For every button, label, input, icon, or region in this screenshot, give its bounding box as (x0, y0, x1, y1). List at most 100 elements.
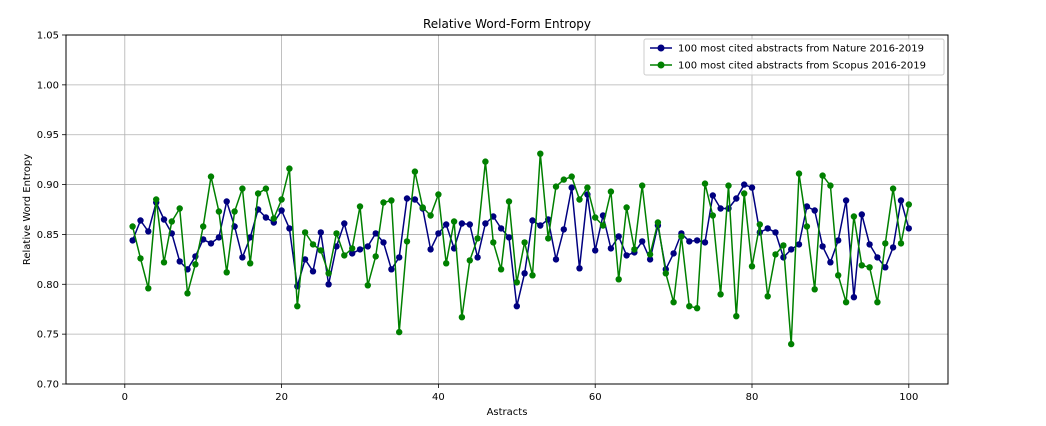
data-point-0 (160, 216, 168, 223)
data-point-1 (372, 253, 379, 260)
data-point-1 (701, 180, 709, 187)
data-point-0 (529, 217, 536, 224)
data-point-0 (223, 198, 230, 205)
data-point-1 (349, 245, 356, 252)
data-point-0 (693, 237, 701, 244)
data-point-1 (529, 272, 536, 279)
data-point-1 (803, 223, 811, 230)
legend-label-nature: 100 most cited abstracts from Nature 201… (678, 44, 924, 55)
data-point-1 (607, 188, 615, 195)
data-point-0 (505, 234, 513, 241)
data-point-0 (435, 230, 442, 237)
data-point-1 (576, 196, 583, 203)
data-point-0 (780, 254, 787, 261)
data-point-0 (145, 228, 152, 235)
data-point-1 (435, 191, 442, 198)
data-point-1 (788, 340, 795, 348)
data-point-1 (192, 261, 199, 268)
y-tick-label: 0.95 (37, 130, 59, 141)
data-point-1 (443, 260, 450, 267)
data-point-1 (795, 170, 803, 177)
data-point-1 (223, 269, 230, 276)
data-point-1 (670, 299, 677, 306)
data-point-0 (607, 245, 615, 252)
data-point-1 (709, 212, 716, 219)
data-point-1 (592, 214, 599, 221)
data-point-0 (301, 256, 309, 263)
data-point-1 (827, 182, 834, 189)
data-point-0 (278, 207, 285, 214)
series-line-1 (131, 152, 910, 345)
data-point-0 (866, 241, 873, 248)
data-point-0 (497, 225, 505, 232)
data-point-0 (364, 243, 371, 250)
data-point-0 (764, 225, 771, 232)
data-point-1 (301, 229, 309, 236)
data-point-0 (905, 225, 912, 232)
data-point-0 (247, 234, 254, 241)
data-point-0 (427, 246, 434, 253)
data-point-0 (396, 254, 403, 261)
data-point-1 (497, 266, 505, 273)
data-point-0 (349, 250, 356, 257)
chart-title: Relative Word-Form Entropy (423, 17, 591, 31)
data-point-1 (874, 299, 881, 306)
data-point-1 (662, 270, 669, 277)
data-point-1 (129, 223, 136, 230)
data-point-0 (443, 221, 450, 228)
data-point-0 (317, 229, 324, 236)
data-point-0 (490, 213, 497, 220)
data-point-0 (615, 233, 622, 240)
data-point-0 (521, 270, 528, 277)
data-point-0 (286, 225, 293, 232)
data-point-1 (396, 328, 403, 336)
data-point-0 (482, 220, 489, 227)
data-point-1 (646, 251, 654, 258)
data-point-1 (631, 246, 638, 253)
data-point-0 (897, 197, 905, 204)
data-point-0 (592, 247, 599, 254)
data-point-1 (309, 241, 317, 248)
data-point-1 (388, 197, 395, 204)
data-point-1 (835, 272, 842, 279)
data-point-1 (858, 262, 865, 269)
data-point-0 (748, 184, 756, 191)
y-tick-label: 0.85 (37, 230, 59, 241)
data-point-0 (741, 181, 748, 188)
data-point-0 (309, 268, 317, 275)
data-point-1 (137, 255, 144, 262)
x-tick-label: 100 (899, 392, 918, 403)
data-point-0 (356, 246, 364, 253)
data-point-0 (842, 197, 850, 204)
data-point-0 (819, 243, 826, 250)
data-point-0 (458, 220, 466, 227)
data-point-1 (772, 251, 779, 258)
data-point-0 (341, 220, 348, 227)
plot-frame (65, 34, 949, 385)
data-point-1 (419, 204, 426, 211)
legend-marker-scopus (657, 61, 665, 69)
data-point-1 (160, 259, 168, 266)
data-point-1 (341, 252, 348, 259)
data-point-1 (458, 314, 466, 321)
data-point-1 (153, 196, 160, 203)
data-point-1 (356, 203, 364, 210)
data-point-1 (654, 219, 662, 226)
x-tick-label: 40 (432, 392, 445, 403)
data-point-1 (215, 208, 223, 215)
data-point-0 (537, 222, 544, 229)
data-point-1 (693, 305, 701, 312)
data-point-0 (513, 303, 520, 310)
data-point-1 (254, 190, 262, 197)
x-tick-label: 80 (746, 392, 759, 403)
data-point-0 (889, 244, 897, 251)
y-tick-label: 0.75 (37, 330, 59, 341)
data-point-1 (850, 213, 858, 220)
data-point-1 (239, 185, 246, 192)
data-point-1 (905, 201, 912, 208)
data-point-0 (215, 234, 223, 241)
data-point-0 (858, 211, 865, 218)
legend-box (643, 38, 945, 76)
data-point-1 (411, 168, 419, 175)
data-point-1 (200, 223, 207, 230)
